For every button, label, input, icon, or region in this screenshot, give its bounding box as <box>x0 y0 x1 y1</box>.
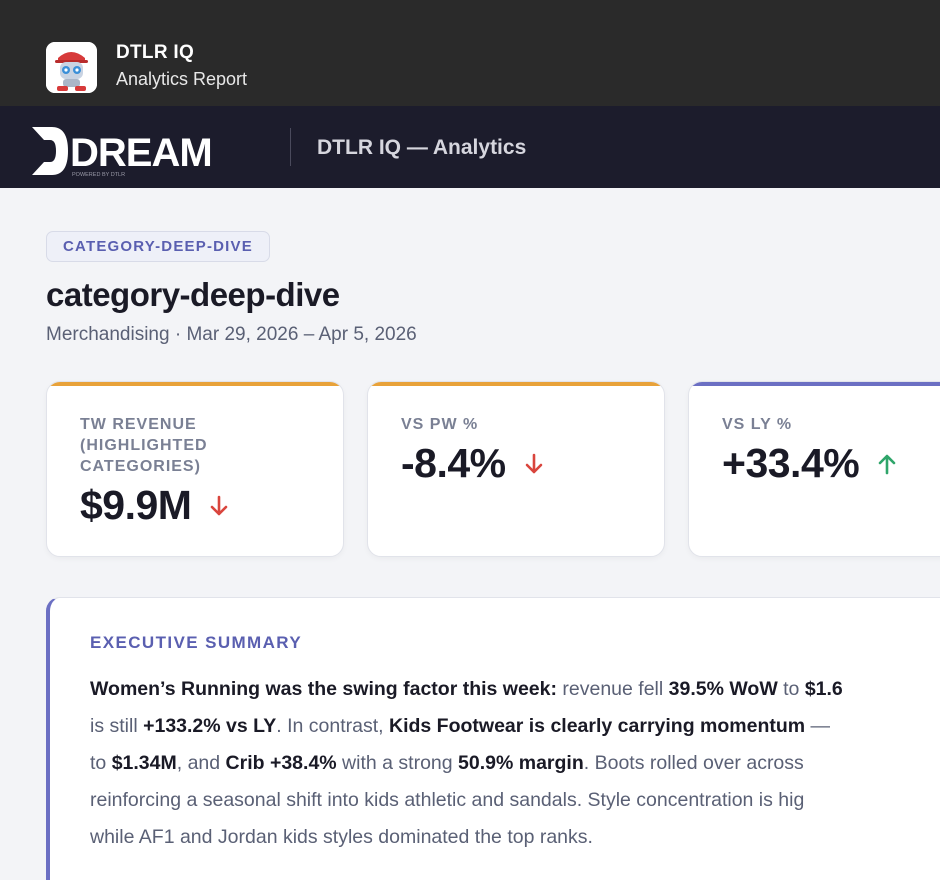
summary-highlight: $1.34M <box>111 752 177 774</box>
kpi-label: VS PW % <box>401 416 479 433</box>
summary-line: while AF1 and Jordan kids styles dominat… <box>90 819 940 856</box>
summary-segment: , and <box>176 752 226 774</box>
kpi-card-tw-revenue: TW REVENUE (HIGHLIGHTED CATEGORIES) $9.9… <box>46 381 344 557</box>
page-title: category-deep-dive <box>46 276 340 313</box>
executive-summary-heading: EXECUTIVE SUMMARY <box>90 633 303 652</box>
kpi-value-row: -8.4% <box>401 440 544 487</box>
brand-header: DREAM POWERED BY DTLR DTLR IQ — Analytic… <box>0 106 940 188</box>
dream-logo: DREAM POWERED BY DTLR <box>30 124 270 178</box>
summary-segment: to <box>777 678 805 700</box>
logo-wordmark: DREAM <box>70 131 212 175</box>
summary-highlight: 50.9% margin <box>458 752 584 774</box>
summary-highlight: $1.6 <box>804 678 843 700</box>
summary-highlight: Women’s Running was the swing factor thi… <box>90 678 557 700</box>
kpi-value: -8.4% <box>401 440 506 486</box>
app-title-bar: DTLR IQ Analytics Report <box>0 0 940 106</box>
report-meta: Merchandising · Mar 29, 2026 – Apr 5, 20… <box>46 324 417 345</box>
summary-segment: with a strong <box>336 752 459 774</box>
executive-summary-text: Women’s Running was the swing factor thi… <box>90 671 940 856</box>
kpi-card-vs-ly: VS LY % +33.4% <box>688 381 940 557</box>
kpi-value: +33.4% <box>722 440 860 486</box>
summary-segment: — <box>805 715 831 737</box>
summary-line: Women’s Running was the swing factor thi… <box>90 671 940 708</box>
arrow-down-icon <box>525 453 542 473</box>
brand-divider <box>290 128 291 166</box>
robot-mascot-icon <box>46 42 97 93</box>
arrow-up-icon <box>878 454 896 474</box>
brand-title: DTLR IQ — Analytics <box>317 136 527 159</box>
summary-highlight: Crib +38.4% <box>225 752 337 774</box>
summary-line: to $1.34M, and Crib +38.4% with a strong… <box>90 745 940 782</box>
summary-line: is still +133.2% vs LY. In contrast, Kid… <box>90 708 940 745</box>
arrow-down-icon <box>211 495 228 515</box>
summary-line: reinforcing a seasonal shift into kids a… <box>90 782 940 819</box>
kpi-card-vs-pw: VS PW % -8.4% <box>367 381 665 557</box>
summary-segment: . Boots rolled over across <box>583 752 804 774</box>
summary-highlight: +133.2% vs LY <box>143 715 277 737</box>
kpi-value-row: $9.9M <box>80 482 229 529</box>
kpi-accent-bar <box>689 382 940 386</box>
summary-segment: revenue fell <box>556 678 669 700</box>
executive-summary-card: EXECUTIVE SUMMARY Women’s Running was th… <box>46 597 940 880</box>
summary-segment: is still <box>90 715 144 737</box>
summary-segment: to <box>90 752 112 774</box>
kpi-label: VS LY % <box>722 416 793 433</box>
summary-highlight: 39.5% WoW <box>668 678 778 700</box>
kpi-value-row: +33.4% <box>722 440 897 487</box>
app-name: DTLR IQ <box>116 42 195 63</box>
kpi-value: $9.9M <box>80 482 192 528</box>
logo-tagline: POWERED BY DTLR <box>72 172 125 178</box>
app-subtitle: Analytics Report <box>116 69 248 89</box>
kpi-label: TW REVENUE (HIGHLIGHTED CATEGORIES) <box>80 416 208 475</box>
kpi-accent-bar <box>47 382 343 386</box>
summary-segment: reinforcing a seasonal shift into kids a… <box>90 789 805 811</box>
summary-segment: while AF1 and Jordan kids styles dominat… <box>90 826 593 848</box>
report-category-tag: CATEGORY-DEEP-DIVE <box>46 231 270 262</box>
summary-highlight: Kids Footwear is clearly carrying moment… <box>389 715 806 737</box>
kpi-accent-bar <box>368 382 664 386</box>
summary-segment: . In contrast, <box>276 715 389 737</box>
